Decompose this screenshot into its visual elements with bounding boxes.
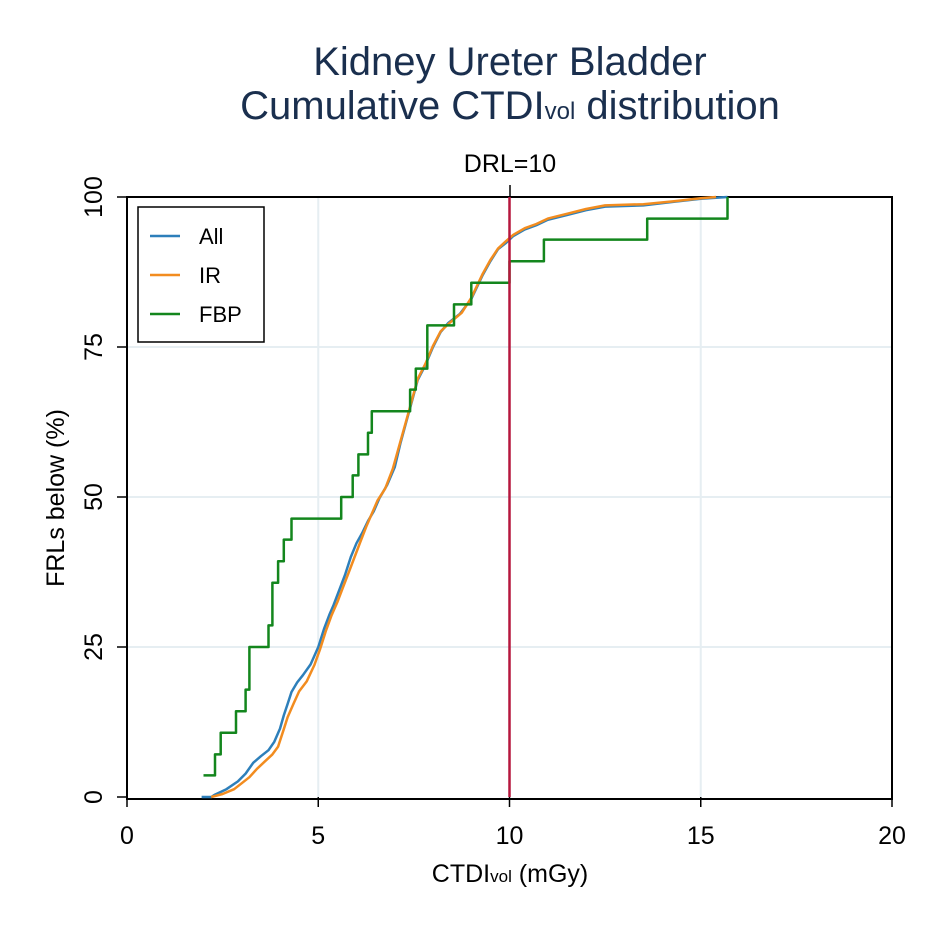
x-tick-label: 5 <box>311 822 325 850</box>
chart-title-line1: Kidney Ureter Bladder <box>313 40 707 84</box>
series-line-fbp <box>203 197 729 777</box>
series-line-ir <box>210 195 717 799</box>
y-tick-label: 0 <box>80 790 108 804</box>
series-group <box>201 195 729 799</box>
drl-label: DRL=10 <box>464 150 556 178</box>
x-tick-label: 20 <box>878 822 906 850</box>
axis-ticks: 0 5 10 15 20 0 25 50 75 100 <box>80 176 906 850</box>
y-tick-label: 75 <box>80 333 108 361</box>
x-tick-label: 0 <box>120 822 134 850</box>
legend-label-fbp: FBP <box>199 302 242 327</box>
y-tick-label: 50 <box>80 483 108 511</box>
legend-label-all: All <box>199 224 223 249</box>
x-tick-label: 15 <box>687 822 715 850</box>
y-tick-label: 25 <box>80 633 108 661</box>
legend: All IR FBP <box>137 206 265 343</box>
x-axis-label: CTDIvol (mGy) <box>432 860 588 888</box>
y-axis-label: FRLs below (%) <box>42 409 70 587</box>
legend-label-ir: IR <box>199 263 221 288</box>
y-tick-label: 100 <box>80 176 108 218</box>
x-tick-label: 10 <box>496 822 524 850</box>
chart-title-line2: Cumulative CTDIvol distribution <box>240 84 780 128</box>
